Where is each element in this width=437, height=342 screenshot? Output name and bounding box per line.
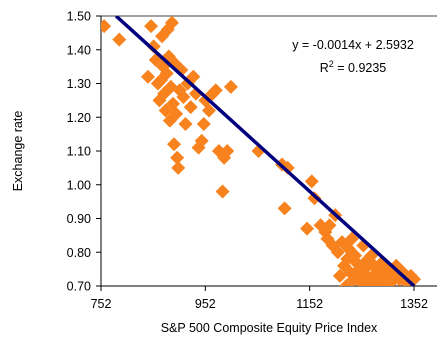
y-tick-label: 1.00 [67, 178, 91, 192]
data-point [339, 279, 354, 286]
data-point [144, 19, 159, 34]
data-point [178, 117, 193, 131]
data-point [167, 137, 182, 152]
x-tick-label: 752 [91, 297, 112, 311]
data-point [140, 69, 155, 84]
y-tick-label: 1.20 [67, 111, 91, 125]
data-point [194, 133, 209, 148]
trendline-equation: y = -0.0014x + 2.5932 [292, 38, 414, 52]
data-point [158, 103, 173, 118]
data-point [322, 218, 337, 233]
data-point [384, 275, 399, 286]
data-point [201, 103, 216, 118]
r-squared-exponent: 2 [329, 59, 334, 69]
data-point [112, 32, 127, 47]
y-tick-label: 0.90 [67, 212, 91, 226]
data-point [183, 100, 198, 115]
data-point [330, 245, 345, 260]
y-tick-label: 0.70 [67, 280, 91, 294]
data-point [332, 268, 347, 283]
data-point [170, 150, 185, 165]
data-point [171, 160, 186, 175]
y-tick-label: 1.30 [67, 77, 91, 91]
x-tick-label: 1152 [296, 297, 323, 311]
data-point [220, 144, 235, 158]
r-squared-symbol: R [320, 61, 329, 75]
data-point [277, 201, 292, 216]
y-axis-title: Exchange rate [11, 111, 25, 192]
data-point [159, 66, 174, 81]
data-point [101, 19, 112, 34]
data-point [186, 69, 201, 84]
data-point [344, 231, 359, 246]
data-point [146, 39, 161, 54]
data-point [215, 184, 230, 199]
data-point [300, 221, 315, 236]
trendline [114, 16, 416, 286]
y-tick-label: 0.80 [67, 246, 91, 260]
data-point [208, 83, 223, 98]
x-axis-ticks: 752 952 1152 1352 [91, 286, 428, 311]
data-point [169, 106, 184, 121]
x-tick-label: 952 [195, 297, 216, 311]
y-tick-label: 1.50 [67, 10, 91, 24]
x-axis-title: S&P 500 Composite Equity Price Index [161, 321, 378, 335]
y-axis-ticks: 0.70 0.80 0.90 1.00 1.10 1.20 1.30 1.40 1.50 [67, 10, 101, 294]
data-point [304, 174, 319, 189]
data-markers [101, 16, 421, 286]
data-point [223, 79, 238, 94]
y-tick-label: 1.10 [67, 145, 91, 159]
y-tick-label: 1.40 [67, 43, 91, 57]
r-squared-label: R2 = 0.9235 [320, 59, 387, 75]
data-point [164, 16, 179, 30]
x-tick-label: 1352 [400, 297, 428, 311]
data-point [280, 160, 295, 175]
r-squared-value: = 0.9235 [334, 61, 387, 75]
data-point [176, 90, 191, 104]
data-point [196, 117, 211, 131]
